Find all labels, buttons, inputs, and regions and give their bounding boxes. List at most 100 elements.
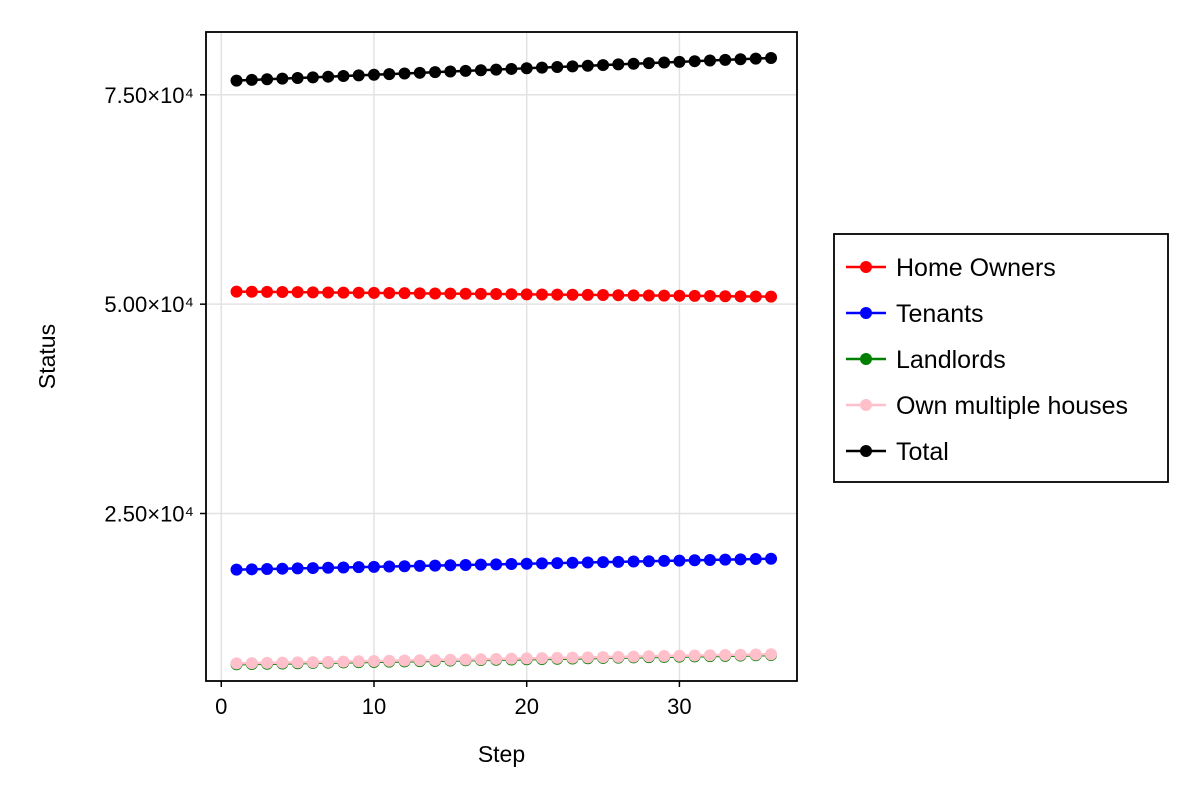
- data-point: [383, 287, 396, 300]
- y-axis-title: Status: [34, 324, 60, 389]
- data-point: [551, 288, 564, 301]
- data-point: [474, 287, 487, 300]
- data-point: [459, 287, 472, 300]
- legend-label: Home Owners: [896, 254, 1056, 282]
- data-point: [367, 68, 380, 81]
- legend: Home Owners Tenants Landlords Own multiple …: [833, 233, 1169, 483]
- data-point: [566, 288, 579, 301]
- data-point: [276, 286, 289, 299]
- legend-swatch-marker: [860, 261, 872, 273]
- data-point: [459, 64, 472, 77]
- data-point: [367, 560, 380, 573]
- data-point: [261, 656, 274, 669]
- data-point: [520, 62, 533, 75]
- legend-label: Landlords: [896, 346, 1006, 374]
- data-point: [734, 290, 747, 303]
- legend-item: Own multiple houses: [846, 392, 1128, 420]
- data-point: [444, 559, 457, 572]
- data-point: [734, 648, 747, 661]
- data-point: [642, 57, 655, 70]
- data-point: [566, 556, 579, 569]
- data-point: [413, 654, 426, 667]
- data-point: [306, 562, 319, 575]
- legend-label: Total: [896, 438, 949, 466]
- series-own-multiple-houses: [230, 648, 778, 670]
- data-point: [291, 71, 304, 84]
- data-point: [719, 53, 732, 66]
- data-point: [230, 657, 243, 670]
- grid: [206, 32, 797, 681]
- data-point: [734, 553, 747, 566]
- data-point: [673, 55, 686, 68]
- data-point: [367, 655, 380, 668]
- data-point: [230, 563, 243, 576]
- data-point: [703, 54, 716, 67]
- y-tick-label: 7.50×10⁴: [104, 83, 194, 108]
- data-point: [429, 287, 442, 300]
- data-point: [413, 559, 426, 572]
- x-tick-label: 20: [514, 694, 538, 719]
- data-point: [535, 61, 548, 74]
- data-point: [490, 63, 503, 76]
- data-point: [551, 651, 564, 664]
- data-point: [383, 68, 396, 81]
- data-point: [597, 289, 610, 302]
- data-point: [322, 70, 335, 83]
- x-tick-label: 30: [667, 694, 691, 719]
- data-point: [474, 558, 487, 571]
- data-point: [658, 650, 671, 663]
- data-point: [520, 288, 533, 301]
- data-point: [413, 66, 426, 79]
- data-point: [230, 74, 243, 87]
- data-point: [535, 652, 548, 665]
- data-point: [444, 287, 457, 300]
- data-point: [276, 72, 289, 85]
- data-point: [337, 655, 350, 668]
- data-point: [291, 562, 304, 575]
- data-point: [245, 73, 258, 86]
- data-point: [352, 69, 365, 82]
- data-point: [337, 286, 350, 299]
- data-point: [337, 70, 350, 83]
- data-point: [627, 289, 640, 302]
- data-point: [505, 62, 518, 75]
- data-point: [597, 556, 610, 569]
- data-point: [490, 652, 503, 665]
- data-point: [429, 653, 442, 666]
- data-point: [291, 656, 304, 669]
- data-point: [703, 290, 716, 303]
- data-point: [627, 57, 640, 70]
- data-point: [398, 654, 411, 667]
- data-point: [429, 559, 442, 572]
- data-point: [444, 653, 457, 666]
- x-tick-label: 0: [215, 694, 227, 719]
- data-point: [612, 289, 625, 302]
- data-point: [535, 288, 548, 301]
- data-point: [551, 557, 564, 570]
- data-point: [505, 652, 518, 665]
- data-point: [245, 657, 258, 670]
- data-point: [261, 73, 274, 86]
- data-point: [765, 290, 778, 303]
- data-point: [719, 648, 732, 661]
- y-tick-label: 5.00×10⁴: [104, 292, 194, 317]
- data-point: [429, 66, 442, 79]
- data-point: [551, 61, 564, 74]
- data-point: [291, 286, 304, 299]
- series-home-owners: [230, 285, 778, 303]
- series-total: [230, 51, 778, 87]
- legend-item: Landlords: [846, 346, 1006, 374]
- data-point: [581, 556, 594, 569]
- data-point: [703, 553, 716, 566]
- data-point: [505, 558, 518, 571]
- data-point: [719, 553, 732, 566]
- data-point: [688, 289, 701, 302]
- data-point: [520, 557, 533, 570]
- data-point: [597, 651, 610, 664]
- data-point: [474, 64, 487, 77]
- y-tick-label: 2.50×10⁴: [104, 502, 194, 527]
- data-point: [352, 286, 365, 299]
- data-point: [306, 286, 319, 299]
- data-point: [306, 656, 319, 669]
- data-point: [673, 289, 686, 302]
